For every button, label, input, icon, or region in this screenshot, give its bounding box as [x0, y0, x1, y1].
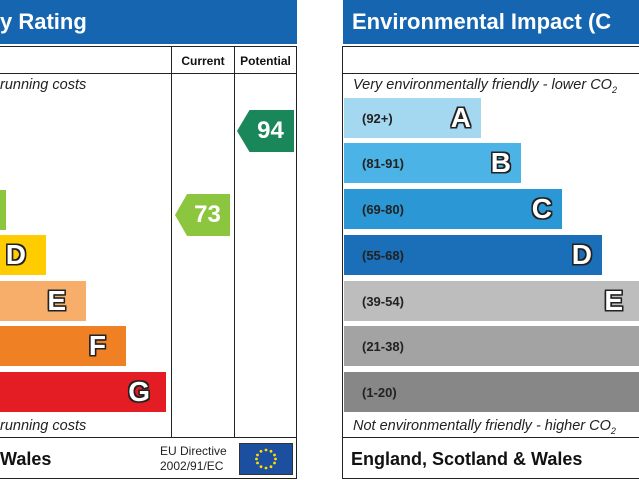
current-column-header: Current: [172, 46, 234, 73]
right-band-f: (21-38): [344, 326, 639, 366]
left-potential-divider: [234, 46, 235, 438]
right-band-e: (39-54) E: [344, 281, 639, 321]
right-band-b: (81-91) B: [344, 143, 521, 183]
band-range-c: (69-80): [344, 202, 404, 217]
left-current-divider: [171, 46, 172, 438]
band-range-e: (39-54): [344, 294, 404, 309]
band-letter-a: A: [451, 102, 481, 134]
left-bottom-note-rule: [0, 437, 297, 438]
current-rating-arrow: 73: [175, 194, 230, 236]
left-footer-country: Wales: [0, 449, 51, 470]
right-panel-header: Environmental Impact (C: [343, 0, 639, 44]
right-top-note: Very environmentally friendly - lower CO…: [353, 77, 639, 95]
right-panel-title: Environmental Impact (C: [352, 9, 611, 34]
left-footer-rule: [0, 478, 297, 479]
left-band-c: [0, 190, 6, 230]
band-letter-c: C: [532, 193, 562, 225]
right-band-c: (69-80) C: [344, 189, 562, 229]
left-band-d: D: [0, 235, 46, 275]
band-letter-f: F: [89, 330, 126, 362]
band-letter-d-env: D: [572, 239, 602, 271]
eu-directive-line2: 2002/91/EC: [160, 459, 236, 474]
left-top-note: running costs: [0, 77, 170, 93]
band-range-f: (21-38): [344, 339, 404, 354]
left-panel-header: y Rating: [0, 0, 297, 44]
right-footer-rule: [343, 478, 639, 479]
left-col-head-rule: [0, 73, 297, 74]
right-bottom-note-rule: [343, 437, 639, 438]
eu-directive-line1: EU Directive: [160, 444, 236, 459]
eu-flag-icon: [239, 443, 293, 475]
band-letter-d: D: [6, 239, 46, 271]
right-bottom-note: Not environmentally friendly - higher CO…: [353, 418, 639, 436]
left-right-border: [296, 46, 297, 479]
current-rating-value: 73: [194, 201, 221, 229]
potential-rating-value: 94: [257, 117, 284, 145]
right-footer-country: England, Scotland & Wales: [351, 449, 582, 470]
band-letter-b: B: [491, 147, 521, 179]
band-letter-e-env: E: [604, 285, 639, 317]
band-range-g: (1-20): [344, 385, 397, 400]
potential-column-header: Potential: [235, 46, 296, 73]
band-range-d: (55-68): [344, 248, 404, 263]
left-band-g: G: [0, 372, 166, 412]
left-panel-title: y Rating: [0, 9, 87, 34]
left-bottom-note: running costs: [0, 418, 170, 434]
left-band-e: E: [0, 281, 86, 321]
band-letter-g: G: [128, 376, 166, 408]
right-col-head-rule: [343, 73, 639, 74]
right-band-a: (92+) A: [344, 98, 481, 138]
eu-directive-text: EU Directive 2002/91/EC: [160, 444, 236, 474]
right-top-rule: [343, 46, 639, 47]
left-band-f: F: [0, 326, 126, 366]
band-letter-e: E: [47, 285, 86, 317]
band-range-b: (81-91): [344, 156, 404, 171]
band-range-a: (92+): [344, 111, 393, 126]
potential-rating-arrow: 94: [237, 110, 294, 152]
right-band-d: (55-68) D: [344, 235, 602, 275]
right-left-border: [342, 46, 343, 479]
right-band-g: (1-20): [344, 372, 639, 412]
